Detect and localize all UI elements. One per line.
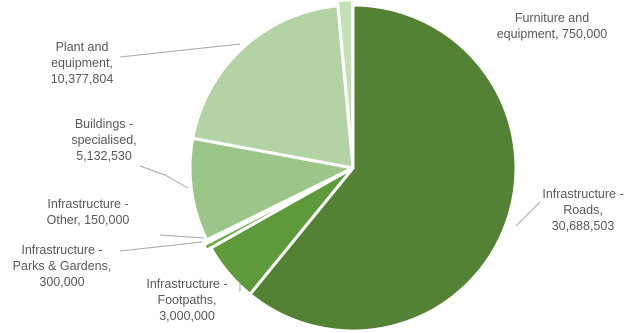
data-label-line: Footpaths,	[157, 293, 216, 307]
data-label-line: Plant and	[56, 40, 109, 54]
leader-line-infrastructure-other	[159, 234, 205, 239]
leader-line-plant-and-equipment	[119, 43, 241, 58]
data-label-line: 10,377,804	[51, 72, 114, 86]
pie-slice-plant-and-equipment	[191, 4, 355, 170]
data-label-line: Buildings -	[75, 117, 133, 131]
data-label-line: 30,688,503	[552, 219, 615, 233]
data-label-line: Roads,	[563, 203, 603, 217]
data-label-line: Other, 150,000	[47, 213, 130, 227]
data-label-line: equipment,	[51, 56, 113, 70]
data-label-line: Furniture and	[515, 11, 589, 25]
data-label-infrastructure-roads: Infrastructure - Roads, 30,688,503	[542, 187, 623, 233]
leader-line-buildings-specialised	[139, 165, 189, 189]
data-label-infrastructure-parks-and-gardens: Infrastructure - Parks & Gardens, 300,000	[13, 243, 112, 289]
data-label-infrastructure-other: Infrastructure - Other, 150,000	[47, 197, 130, 227]
pie-slice-infrastructure-roads	[248, 3, 518, 333]
pie-slice-buildings-specialised	[188, 136, 355, 242]
data-label-line: Infrastructure -	[146, 277, 227, 291]
data-label-line: 300,000	[39, 275, 84, 289]
data-label-line: 3,000,000	[159, 309, 215, 323]
data-label-line: equipment, 750,000	[497, 27, 608, 41]
pie-slice-furniture-and-equipment	[336, 0, 355, 165]
data-label-buildings-specialised: Buildings - specialised, 5,132,530	[71, 117, 136, 163]
data-label-line: Parks & Gardens,	[13, 259, 112, 273]
leader-line-infrastructure-roads	[515, 201, 541, 227]
data-label-line: 5,132,530	[76, 149, 132, 163]
data-label-plant-and-equipment: Plant and equipment, 10,377,804	[51, 40, 114, 86]
data-label-infrastructure-footpaths: Infrastructure - Footpaths, 3,000,000	[146, 277, 227, 323]
data-label-line: Infrastructure -	[542, 187, 623, 201]
data-label-line: Infrastructure -	[47, 197, 128, 211]
data-label-line: specialised,	[71, 133, 136, 147]
data-label-line: Infrastructure -	[21, 243, 102, 257]
data-label-furniture-and-equipment: Furniture and equipment, 750,000	[497, 11, 608, 41]
leader-line-infrastructure-parks-and-gardens	[119, 241, 203, 252]
